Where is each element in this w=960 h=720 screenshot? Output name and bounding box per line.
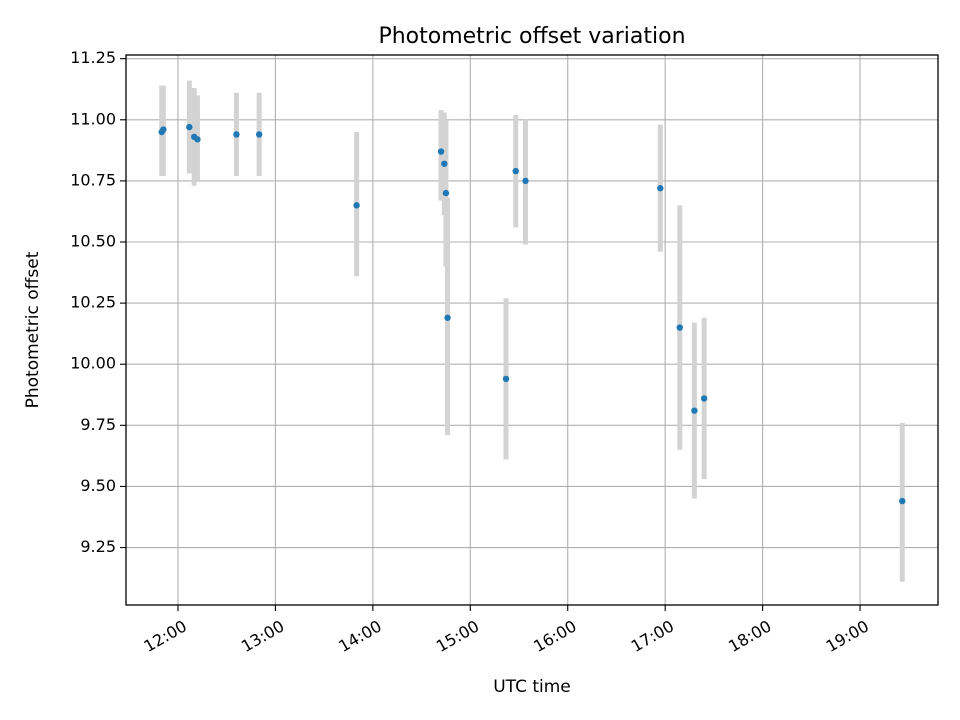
y-tick-label: 9.50 xyxy=(80,476,116,495)
data-point xyxy=(442,189,450,197)
y-axis-label: Photometric offset xyxy=(23,251,43,408)
y-axis-ticks: 9.25 9.50 9.75 10.00 10.25 10.50 10.75 11.00 11.… xyxy=(70,48,126,556)
data-point xyxy=(502,375,510,383)
data-point xyxy=(194,136,201,143)
data-point xyxy=(255,131,263,138)
data-point xyxy=(186,123,193,131)
y-tick-label: 11.25 xyxy=(70,48,116,67)
data-points xyxy=(158,123,906,505)
plot-frame xyxy=(125,54,939,606)
y-tick-label: 10.50 xyxy=(70,232,116,251)
data-point xyxy=(233,131,240,138)
data-point xyxy=(512,167,519,175)
data-point xyxy=(444,314,451,321)
data-point xyxy=(657,185,664,192)
x-axis-label: UTC time xyxy=(493,677,571,697)
y-tick-label: 10.00 xyxy=(70,354,116,373)
data-point xyxy=(160,126,167,133)
y-tick-label: 9.25 xyxy=(80,537,116,556)
data-point xyxy=(437,148,445,155)
data-point xyxy=(522,177,529,185)
y-tick-label: 11.00 xyxy=(70,109,116,128)
data-point xyxy=(353,202,360,209)
chart-title: Photometric offset variation xyxy=(378,24,685,49)
y-tick-label: 10.75 xyxy=(70,170,116,189)
data-point xyxy=(700,395,708,402)
data-point xyxy=(899,497,906,505)
grid xyxy=(126,55,938,605)
data-point xyxy=(691,407,698,414)
y-tick-label: 10.25 xyxy=(70,293,116,312)
y-tick-label: 9.75 xyxy=(80,415,116,434)
data-point xyxy=(441,160,448,167)
data-point xyxy=(676,324,683,331)
